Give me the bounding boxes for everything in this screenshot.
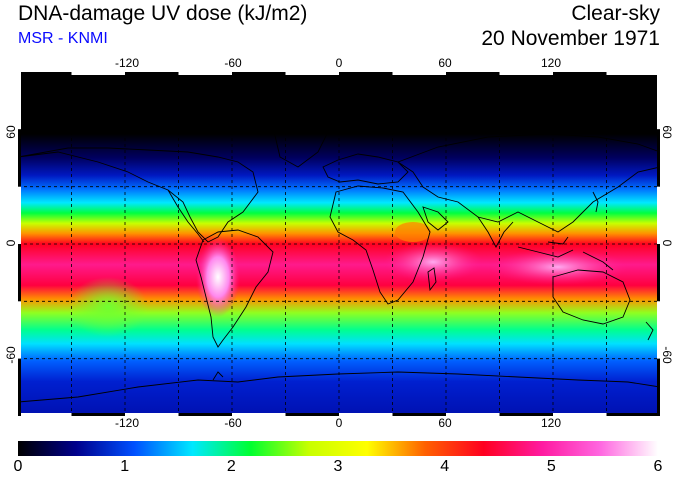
colorbar-tick: 3 [333, 458, 343, 475]
lon-tick-bottom: -120 [114, 416, 140, 430]
graticule [18, 72, 660, 416]
lat-tick-right: 60 [660, 125, 674, 139]
lat-tick-left: 60 [4, 125, 18, 139]
colorbar-tick: 0 [13, 458, 23, 475]
high-dose-spot [383, 242, 483, 282]
lon-tick-top: 0 [335, 56, 343, 70]
lon-tick-bottom: 120 [540, 416, 562, 430]
colorbar [18, 441, 658, 456]
date-label: 20 November 1971 [481, 27, 660, 50]
uv-dose-map [18, 72, 660, 416]
lon-tick-top: -60 [224, 56, 242, 70]
lon-tick-bottom: -60 [224, 416, 242, 430]
lon-tick-top: 60 [438, 56, 452, 70]
sky-condition-label: Clear-sky [571, 2, 660, 25]
dose-spot [395, 222, 431, 242]
colorbar-tick: 4 [440, 458, 450, 475]
lat-tick-right: 0 [660, 239, 674, 247]
colorbar-tick: 5 [546, 458, 556, 475]
colorbar-tick: 2 [226, 458, 236, 475]
lon-tick-top: -120 [114, 56, 140, 70]
chart-title: DNA-damage UV dose (kJ/m2) [18, 2, 308, 25]
frame-ticks [18, 72, 660, 416]
lon-tick-top: 120 [540, 56, 562, 70]
high-dose-spot [196, 237, 240, 317]
low-dose-spot [68, 277, 148, 337]
high-dose-spot [488, 249, 628, 285]
coastlines [18, 121, 660, 403]
lon-tick-bottom: 60 [438, 416, 452, 430]
lat-tick-left: 0 [4, 239, 18, 247]
lon-tick-bottom: 0 [335, 416, 343, 430]
lat-tick-right: -60 [660, 346, 674, 364]
colorbar-tick: 1 [120, 458, 130, 475]
colorbar-tick: 6 [653, 458, 663, 475]
lat-tick-left: -60 [4, 346, 18, 364]
credit-label: MSR - KNMI [18, 30, 108, 47]
